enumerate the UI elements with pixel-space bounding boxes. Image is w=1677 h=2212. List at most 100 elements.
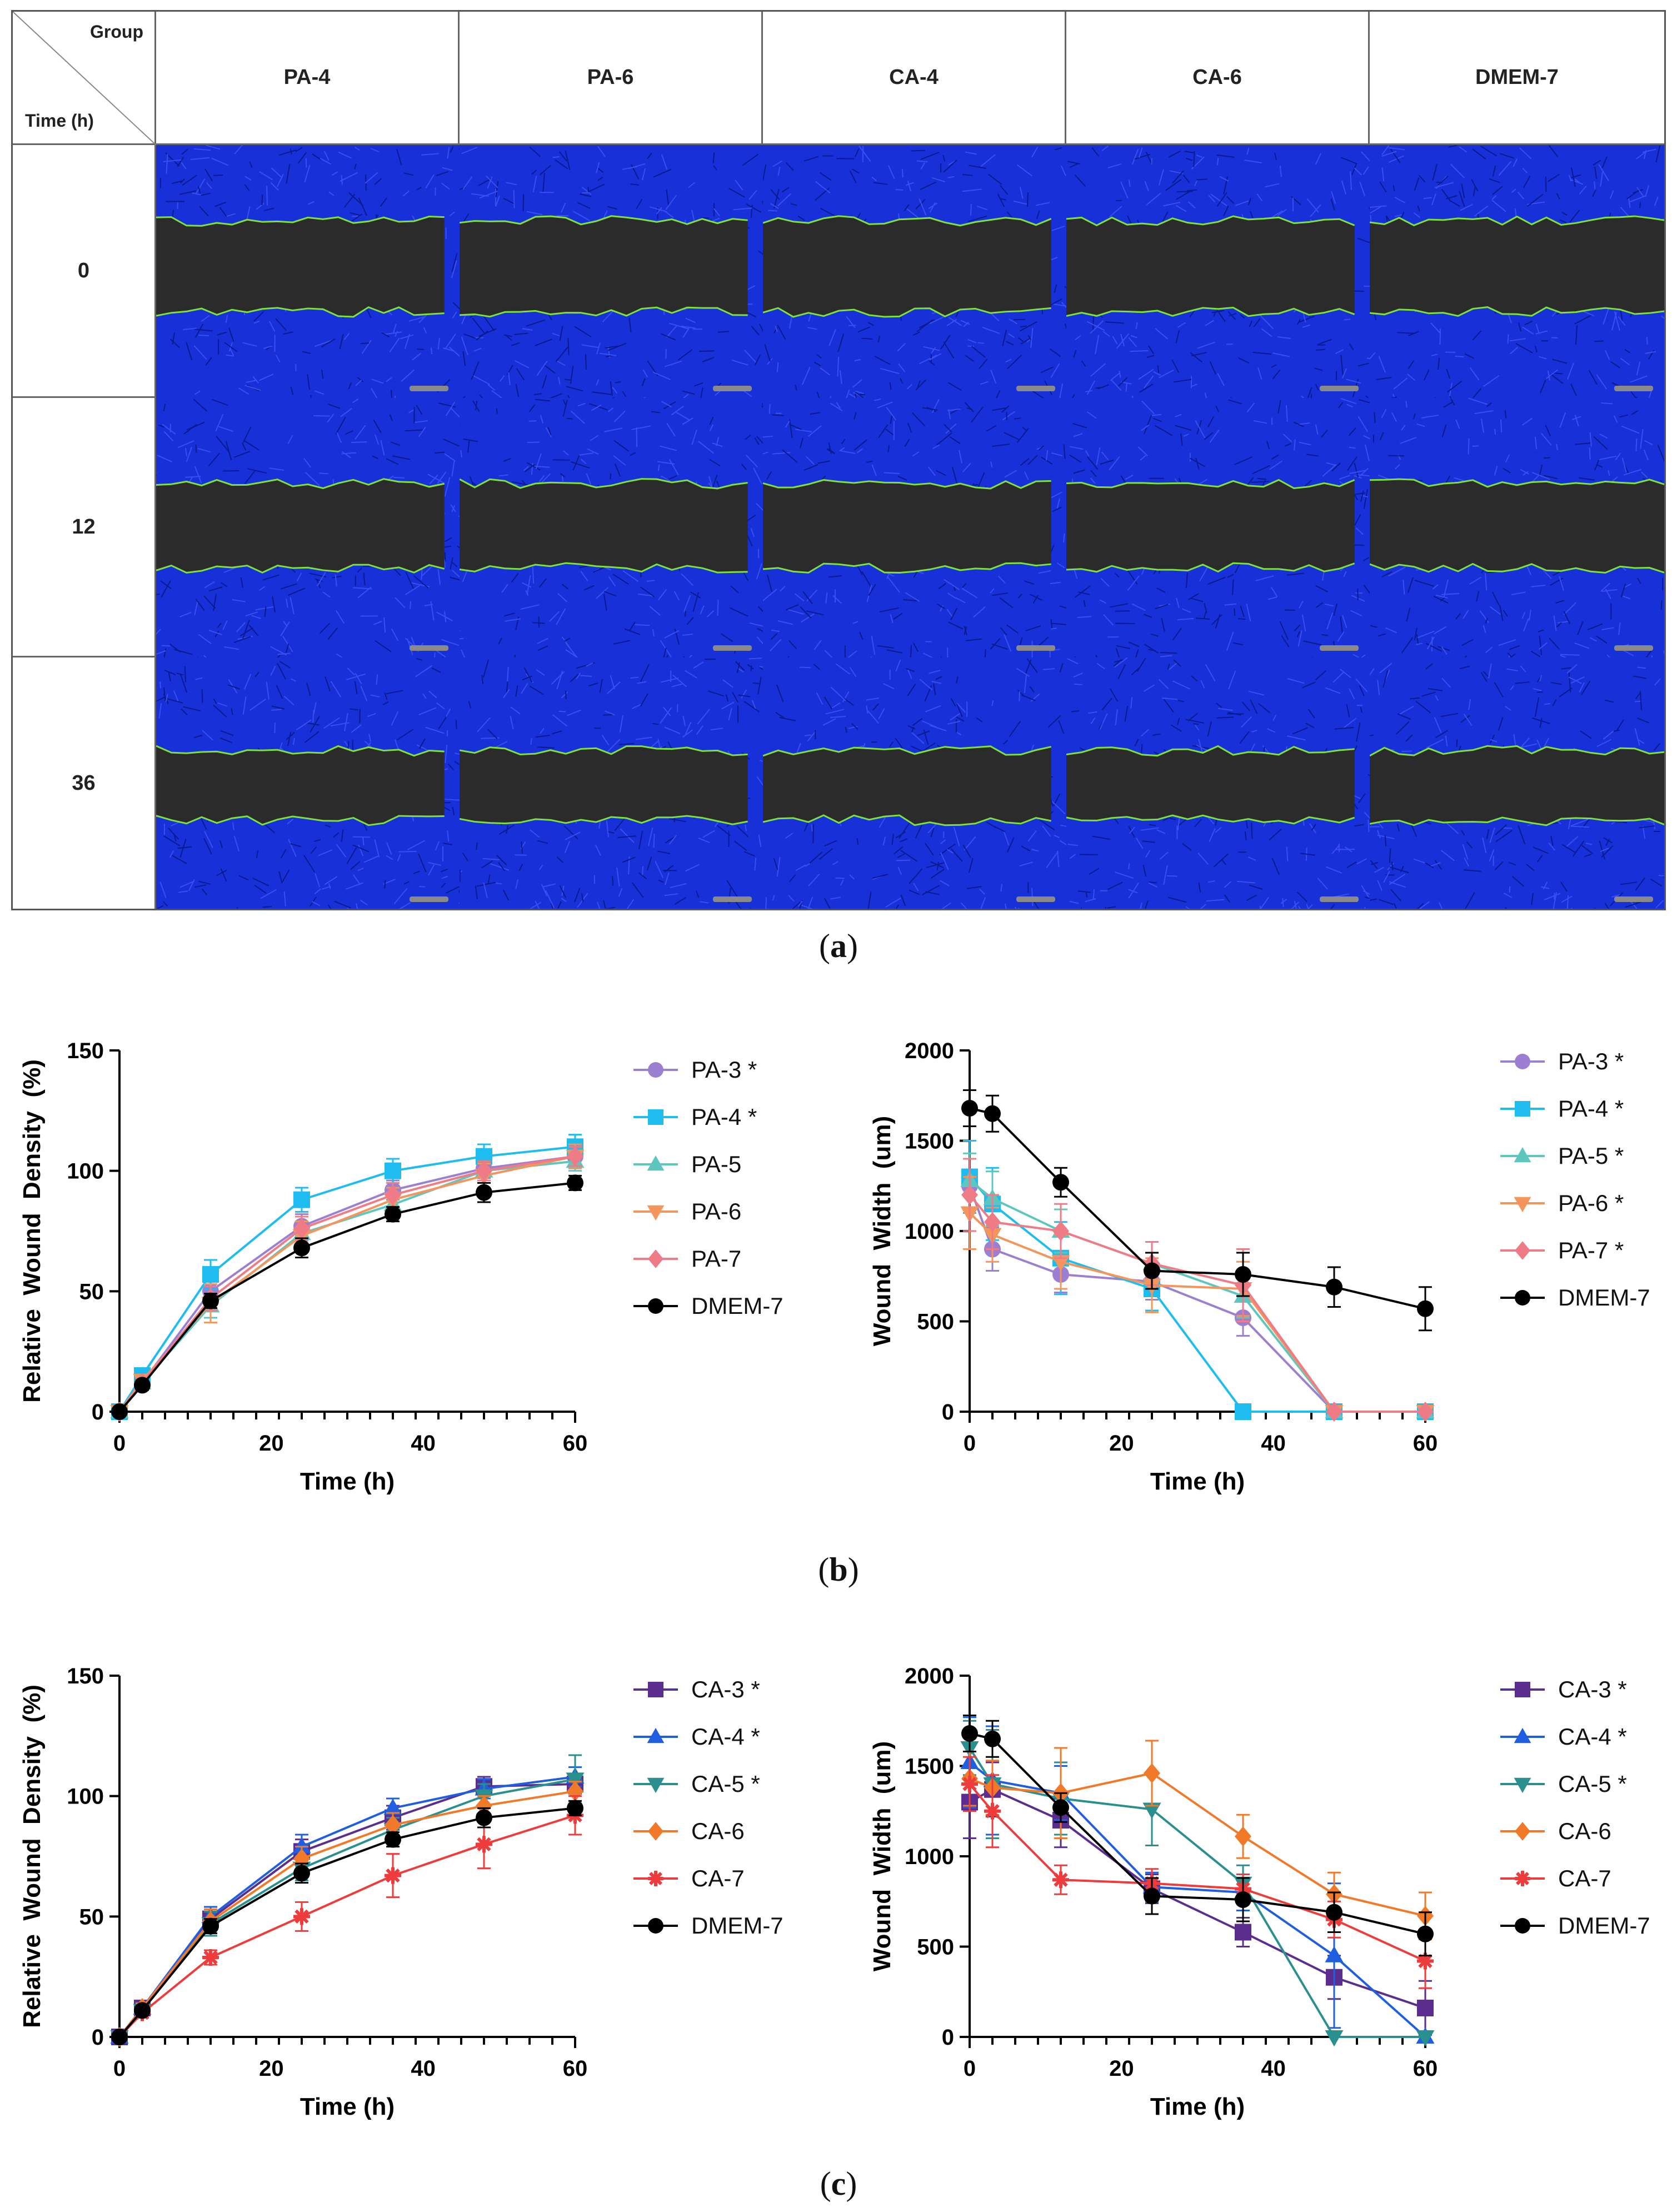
caption-c: (c) bbox=[820, 2165, 857, 2202]
micrograph-tile bbox=[156, 398, 461, 660]
group-header-pa4: PA-4 bbox=[156, 12, 460, 145]
micrograph-tile bbox=[460, 145, 764, 400]
data-point bbox=[292, 1837, 311, 1854]
x-tick-label: 60 bbox=[563, 1431, 588, 1456]
legend-item: PA-4 * bbox=[1500, 1092, 1624, 1125]
micrograph-tile bbox=[460, 398, 764, 660]
legend-label: DMEM-7 bbox=[691, 1293, 783, 1319]
micrograph-tile bbox=[763, 398, 1067, 660]
legend-item: CA-3 * bbox=[1500, 1673, 1627, 1706]
data-point bbox=[1417, 1925, 1434, 1942]
micrograph-tile bbox=[1370, 145, 1664, 400]
data-point bbox=[984, 1730, 1001, 1747]
time-label-36: 36 bbox=[13, 657, 156, 909]
micrograph-tile bbox=[1370, 398, 1664, 660]
x-tick-label: 0 bbox=[964, 1431, 976, 1456]
wound-image-grid: Group Time (h) PA-4 PA-6 CA-4 CA-6 DMEM-… bbox=[11, 10, 1666, 910]
series-ca-4 bbox=[960, 1716, 1435, 2044]
legend-swatch bbox=[1500, 1290, 1545, 1306]
legend-swatch bbox=[1500, 1682, 1545, 1697]
micrograph-tile bbox=[1370, 657, 1664, 909]
legend-label: CA-3 * bbox=[1558, 1676, 1627, 1702]
data-point bbox=[476, 1160, 492, 1181]
legend-label: DMEM-7 bbox=[1558, 1912, 1650, 1939]
data-point bbox=[293, 1865, 310, 1882]
legend-swatch bbox=[633, 1871, 678, 1886]
legend-swatch bbox=[1500, 1054, 1545, 1069]
data-point bbox=[1051, 1255, 1070, 1272]
legend-marker bbox=[1515, 1101, 1530, 1117]
series-dmem-7 bbox=[111, 1174, 583, 1420]
y-tick-label: 1500 bbox=[905, 1129, 954, 1154]
x-axis-label: Time (h) bbox=[1150, 1468, 1245, 1495]
data-point bbox=[1325, 1946, 1344, 1962]
series-ca-5 bbox=[110, 1754, 585, 2047]
data-point bbox=[567, 1800, 583, 1817]
legend-swatch bbox=[1500, 1197, 1545, 1213]
series-line bbox=[118, 1155, 576, 1413]
legend-marker bbox=[1515, 1290, 1530, 1306]
legend-marker bbox=[1515, 1871, 1530, 1886]
series-line bbox=[969, 1732, 1426, 1935]
time-label-0: 0 bbox=[13, 145, 156, 398]
legend-swatch bbox=[1500, 1918, 1545, 1934]
micrograph-tile bbox=[1066, 657, 1371, 909]
legend-swatch bbox=[633, 1109, 678, 1125]
legend-swatch bbox=[633, 1205, 678, 1221]
data-point bbox=[134, 2002, 151, 2019]
legend-swatch bbox=[633, 1777, 678, 1793]
legend-label: CA-3 * bbox=[691, 1676, 760, 1702]
data-point bbox=[1144, 1887, 1160, 1905]
legend-item: DMEM-7 bbox=[633, 1289, 783, 1323]
series-pa-7 bbox=[111, 1145, 583, 1422]
data-point bbox=[1326, 1904, 1342, 1921]
legend-marker bbox=[1514, 1727, 1531, 1743]
data-point bbox=[1235, 1891, 1251, 1908]
legend-swatch bbox=[633, 1682, 678, 1697]
data-point bbox=[385, 1205, 401, 1223]
data-point bbox=[1417, 1402, 1434, 1422]
legend-item: DMEM-7 bbox=[633, 1909, 783, 1942]
legend-marker bbox=[648, 1062, 663, 1078]
micrograph-tile bbox=[156, 145, 461, 400]
legend-marker bbox=[647, 1777, 665, 1793]
series-dmem-7 bbox=[961, 1089, 1434, 1332]
y-tick-label: 0 bbox=[942, 1400, 954, 1424]
series-pa-3 bbox=[961, 1158, 1434, 1420]
chart-svg: 0 50 100 150 0 20 40 60 Time (h) Relative Wound D… bbox=[18, 1664, 587, 2120]
corner-group-label: Group bbox=[90, 22, 143, 42]
legend-label: PA-6 bbox=[691, 1198, 742, 1224]
legend-label: DMEM-7 bbox=[691, 1912, 783, 1939]
y-axis-label: Wound Width (um) bbox=[869, 1116, 896, 1346]
legend-label: CA-5 * bbox=[691, 1771, 760, 1797]
y-tick-label: 0 bbox=[92, 2025, 104, 2050]
group-header-ca6: CA-6 bbox=[1066, 12, 1370, 145]
y-tick-label: 500 bbox=[917, 1935, 954, 1960]
series-line bbox=[969, 1212, 1425, 1413]
legend-marker bbox=[648, 1109, 663, 1125]
micrograph-tile bbox=[763, 145, 1067, 400]
legend-item: DMEM-7 bbox=[1500, 1909, 1650, 1942]
series-line bbox=[969, 1179, 1425, 1413]
legend-item: CA-6 bbox=[633, 1815, 745, 1848]
data-point bbox=[961, 1776, 978, 1792]
y-tick-label: 150 bbox=[67, 1664, 104, 1688]
legend-item: CA-4 * bbox=[633, 1720, 760, 1753]
data-point bbox=[567, 1174, 583, 1192]
data-point bbox=[385, 1162, 401, 1179]
legend-marker bbox=[648, 1871, 663, 1886]
y-tick-label: 2000 bbox=[905, 1039, 954, 1063]
series-line bbox=[969, 1176, 1425, 1413]
legend-swatch bbox=[1500, 1822, 1545, 1841]
legend-label: CA-4 * bbox=[691, 1723, 760, 1750]
series-line bbox=[118, 1160, 576, 1413]
legend-label: PA-7 * bbox=[1558, 1237, 1624, 1263]
legend-marker bbox=[647, 1727, 665, 1743]
legend-item: PA-3 * bbox=[633, 1053, 757, 1087]
legend-marker bbox=[1515, 1822, 1530, 1841]
y-tick-label: 2000 bbox=[905, 1664, 954, 1688]
legend-swatch bbox=[633, 1155, 678, 1171]
legend-label: CA-6 bbox=[691, 1818, 745, 1844]
y-axis-label: Relative Wound Density (%) bbox=[18, 1059, 46, 1403]
data-point bbox=[1235, 1924, 1251, 1941]
